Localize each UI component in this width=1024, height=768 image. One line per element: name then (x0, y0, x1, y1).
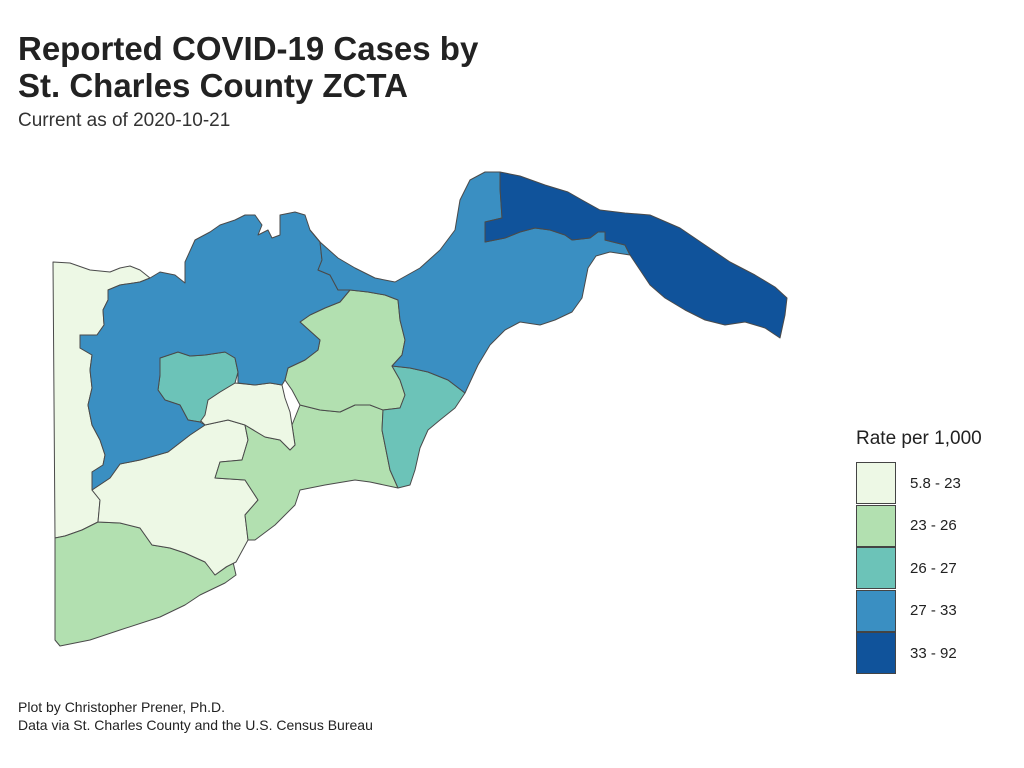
chart-subtitle: Current as of 2020-10-21 (18, 110, 231, 131)
legend: Rate per 1,000 5.8 - 23 23 - 26 26 - 27 … (856, 428, 982, 675)
caption-line-1: Plot by Christopher Prener, Ph.D. (18, 699, 225, 715)
legend-label: 5.8 - 23 (910, 474, 961, 492)
legend-label: 26 - 27 (910, 559, 957, 577)
chart-title-line-1: Reported COVID-19 Cases by (18, 30, 479, 67)
legend-swatch (856, 462, 896, 505)
chart-title: Reported COVID-19 Cases by St. Charles C… (18, 30, 478, 104)
legend-swatch (856, 632, 896, 675)
legend-swatch (856, 547, 896, 590)
legend-swatch (856, 589, 896, 632)
legend-label: 33 - 92 (910, 644, 957, 662)
legend-item: 33 - 92 (856, 632, 982, 675)
legend-label: 23 - 26 (910, 517, 957, 535)
legend-items: 5.8 - 23 23 - 26 26 - 27 27 - 33 33 - 92 (856, 462, 982, 675)
north-river-zcta (309, 171, 631, 394)
northeast-point-zcta (484, 171, 788, 339)
north-west-zcta (79, 211, 351, 491)
caption: Plot by Christopher Prener, Ph.D. Data v… (18, 698, 373, 734)
legend-swatch (856, 504, 896, 547)
chart-title-line-2: St. Charles County ZCTA (18, 67, 408, 104)
legend-item: 5.8 - 23 (856, 462, 982, 505)
legend-item: 23 - 26 (856, 504, 982, 548)
legend-item: 27 - 33 (856, 589, 982, 633)
caption-line-2: Data via St. Charles County and the U.S.… (18, 717, 373, 733)
legend-title: Rate per 1,000 (856, 428, 982, 449)
legend-label: 27 - 33 (910, 602, 957, 620)
legend-item: 26 - 27 (856, 547, 982, 590)
